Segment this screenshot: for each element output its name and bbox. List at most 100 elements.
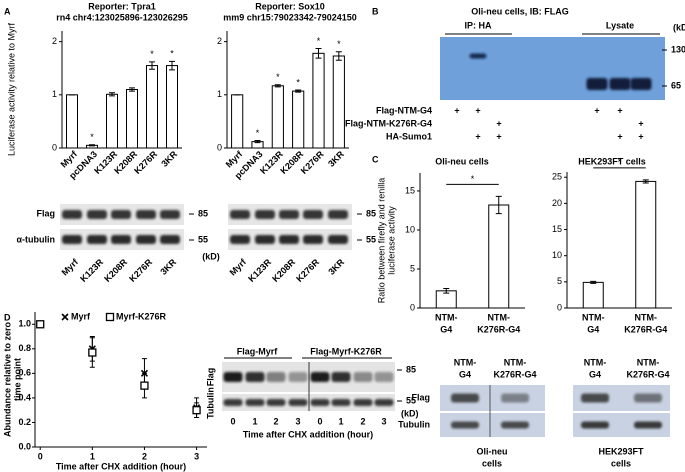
y-axis-label: Abundance relative to zero (2, 321, 12, 437)
blot-band (62, 235, 82, 244)
lane-label: 0 (317, 416, 322, 426)
lane-label: K208R (270, 257, 297, 284)
error-bar (109, 92, 115, 97)
significance-star: * (150, 49, 154, 59)
x-tick-label: NTM- (635, 312, 658, 322)
y-tick-label: 15 (405, 185, 415, 195)
size-marker: 55 (366, 234, 376, 244)
lane-label: 3KR (326, 257, 346, 277)
x-axis-label: Time after CHX addition (hour) (243, 429, 373, 439)
lane-label: K276R-G4 (626, 369, 669, 379)
marker-x (61, 313, 69, 321)
y-axis-label: Luciferase activity relative to Myrf (6, 22, 16, 156)
chart-subtitle: mm9 chr15:79023342-79024150 (223, 12, 357, 22)
y-tick-label: 25 (552, 172, 562, 182)
lane-label: 2 (273, 416, 278, 426)
lane-label: K276R (127, 257, 154, 284)
bar (126, 89, 138, 149)
x-tick-label: G4 (440, 324, 452, 334)
error-bar (254, 140, 261, 144)
blot-band (111, 210, 131, 219)
marker-square (105, 312, 115, 322)
error-bar (315, 48, 322, 59)
bar (146, 65, 158, 149)
blot-membrane (440, 37, 665, 100)
blot-band (255, 235, 275, 244)
blot-band (303, 210, 323, 219)
blot-band (353, 399, 373, 406)
lane-label: 1 (252, 416, 257, 426)
blot-band (634, 393, 662, 403)
blot-band (111, 235, 131, 244)
chart-title: HEK293FT cells (578, 156, 646, 166)
significance-star: * (276, 72, 280, 82)
x-tick-label: 0 (38, 451, 43, 461)
lane-label: G4 (459, 369, 471, 379)
bar (106, 93, 118, 149)
blot-band (87, 210, 107, 219)
blot-band (609, 78, 631, 90)
lane-label: K123R (78, 257, 105, 284)
plus-sign: + (594, 105, 599, 115)
chart-title: Oli-neu cells (435, 156, 489, 166)
bar (488, 204, 510, 309)
significance-star: * (471, 174, 475, 184)
blot-band (331, 372, 351, 382)
lane-label: K208R (102, 257, 129, 284)
lane-label: 3 (381, 416, 386, 426)
y-tick-label: 1 (52, 89, 57, 99)
error-bar (295, 89, 302, 93)
blot-band (331, 399, 351, 406)
blot-band (310, 399, 330, 406)
cell-label: HEK293FT (598, 446, 644, 456)
blot-band (87, 235, 107, 244)
x-tick-label: 3 (194, 451, 199, 461)
panel-letter: D (4, 312, 11, 322)
blot-band (160, 210, 180, 219)
chart-title: Reporter: Sox10 (255, 1, 325, 11)
plus-sign: + (475, 131, 480, 141)
blot-band (288, 372, 308, 382)
blot-band (303, 235, 323, 244)
blot-band (223, 399, 243, 406)
panel-letter: B (372, 6, 379, 16)
lane-label: 0 (230, 416, 235, 426)
error-bar (169, 60, 175, 71)
lane-label: Myrf (60, 256, 81, 277)
chart-title: Reporter: Tpra1 (88, 1, 156, 11)
size-marker: 55 (406, 395, 416, 405)
group-label: IP: HA (465, 20, 493, 30)
marker-square (140, 381, 149, 390)
y-tick-label: 2 (52, 36, 57, 46)
y-tick-label: 0 (52, 142, 57, 152)
error-bar (642, 179, 649, 184)
plus-sign: + (475, 105, 480, 115)
y-tick-label: 0 (557, 302, 562, 312)
error-bar (495, 195, 502, 215)
blot-band (451, 421, 479, 429)
blot-band (279, 235, 299, 244)
chart-subtitle: rn4 chr4:123025896-123026295 (56, 12, 188, 22)
blot-band (586, 78, 608, 90)
panel-letter: C (372, 154, 379, 164)
error-bar (335, 51, 342, 61)
x-tick-label: K276R-G4 (477, 324, 520, 334)
plus-sign: + (454, 105, 459, 115)
plus-sign: + (496, 131, 501, 141)
lane-label: 3 (295, 416, 300, 426)
blot-band (581, 421, 609, 429)
blot-band (230, 235, 250, 244)
y-tick-label: 0.0 (18, 441, 31, 451)
blot-band (288, 399, 308, 406)
lane-label: NTM- (637, 357, 660, 367)
lane-label: 1 (338, 416, 343, 426)
error-bar (590, 280, 597, 284)
blot-band (310, 372, 330, 382)
significance-star: * (337, 39, 341, 49)
blot-band (501, 393, 529, 403)
size-marker: 65 (671, 80, 681, 90)
lane-label: K276R (294, 257, 321, 284)
x-tick-label: G4 (587, 324, 599, 334)
blot-band (353, 372, 373, 382)
